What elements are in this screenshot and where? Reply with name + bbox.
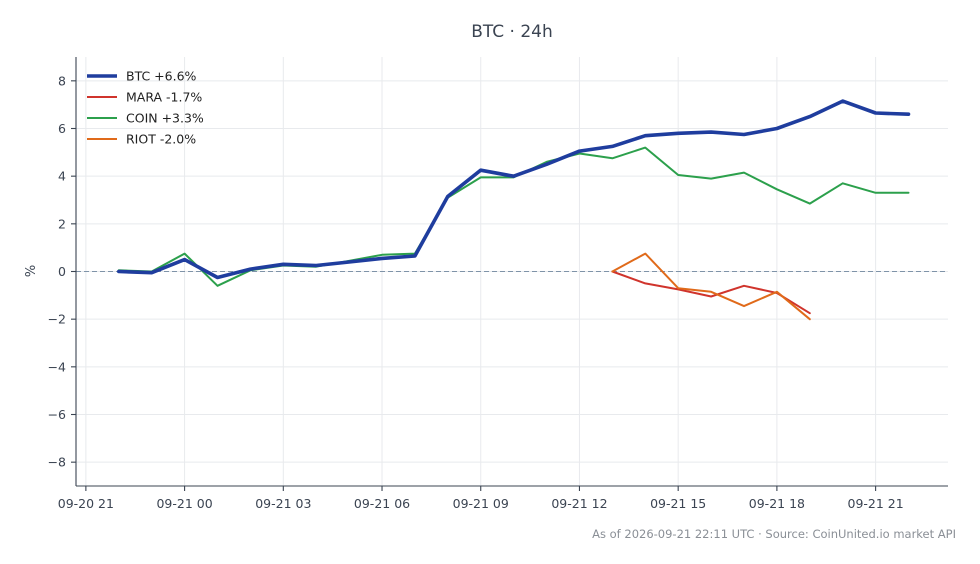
tick-labels: −8 −6 −4 −2 0 2 4 6 8 09-20 21 09-21 00 09-21 03 09-… [48,73,904,511]
y-axis-label: % [24,265,39,277]
x-tick-label: 09-21 12 [551,496,607,511]
y-tick-label: −4 [48,359,66,374]
y-tick-label: −8 [48,455,66,470]
x-tick-label: 09-21 15 [650,496,706,511]
x-tick-label: 09-21 00 [156,496,212,511]
axes [71,57,948,491]
series-line-coin [117,146,910,287]
y-tick-label: −6 [48,407,66,422]
y-tick-label: 0 [58,264,66,279]
legend-label-riot: RIOT -2.0% [126,132,196,147]
x-tick-label: 09-21 06 [354,496,410,511]
series-line-riot [611,252,811,321]
footer-source: As of 2026-09-21 22:11 UTC · Source: Coi… [592,527,956,541]
x-tick-label: 09-20 21 [58,496,114,511]
y-tick-label: 2 [58,216,66,231]
x-tick-label: 09-21 18 [749,496,805,511]
series-lines [117,99,911,321]
legend-label-mara: MARA -1.7% [126,90,202,105]
x-tick-label: 09-21 21 [848,496,904,511]
x-tick-label: 09-21 03 [255,496,311,511]
chart-title: BTC · 24h [471,22,553,42]
series-line-btc [117,99,911,280]
y-tick-label: 8 [58,73,66,88]
legend-label-btc: BTC +6.6% [126,69,197,84]
y-tick-label: −2 [48,312,66,327]
legend-label-coin: COIN +3.3% [126,111,204,126]
x-tick-label: 09-21 09 [453,496,509,511]
y-tick-label: 4 [58,169,66,184]
legend: BTC +6.6% MARA -1.7% COIN +3.3% RIOT -2.0% [87,69,204,147]
y-tick-label: 6 [58,121,66,136]
